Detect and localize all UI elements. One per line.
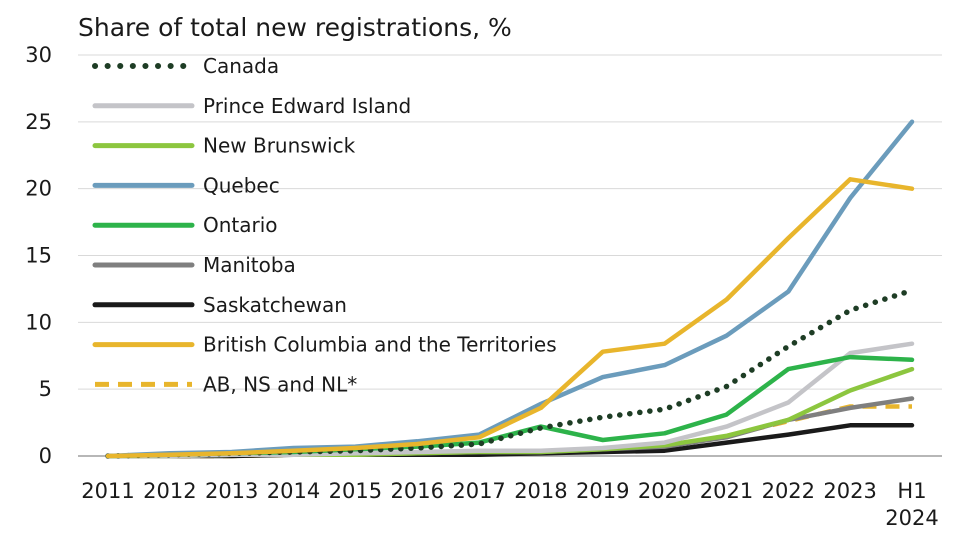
legend-label: Quebec [203, 173, 280, 197]
x-tick-label: 2016 [391, 479, 444, 503]
legend-label: Manitoba [203, 253, 296, 277]
legend-label: AB, NS and NL* [203, 372, 357, 396]
x-tick-label: 2023 [823, 479, 876, 503]
gridlines [78, 54, 942, 390]
x-tick-label: H1 2024 [885, 479, 938, 530]
x-tick-label: 2017 [452, 479, 505, 503]
x-tick-label: 2011 [81, 479, 134, 503]
x-tick-label: 2021 [700, 479, 753, 503]
series-line-prince-edward-island [105, 341, 915, 459]
x-tick-label: 2015 [329, 479, 382, 503]
y-tick-label: 0 [39, 444, 52, 468]
y-tick-label: 20 [25, 177, 52, 201]
x-tick-label: 2020 [638, 479, 691, 503]
series-lines [105, 119, 915, 459]
y-tick-label: 5 [39, 377, 52, 401]
chart-title: Share of total new registrations, % [78, 13, 512, 42]
y-tick-label: 10 [25, 310, 52, 334]
legend-label: Ontario [203, 213, 278, 237]
series-line-manitoba [105, 396, 915, 459]
series-line-british-columbia-and-the-territories [105, 177, 915, 459]
y-axis: 0 5 10 15 20 25 30 [25, 43, 52, 468]
x-tick-label: 2022 [762, 479, 815, 503]
legend-label: Saskatchewan [203, 293, 347, 317]
x-tick-label: 2013 [205, 479, 258, 503]
x-tick-label: 2019 [576, 479, 629, 503]
x-tick-label: 2018 [514, 479, 567, 503]
y-tick-label: 15 [25, 244, 52, 268]
y-tick-label: 25 [25, 110, 52, 134]
legend: Canada Prince Edward Island New Brunswick Q… [92, 54, 557, 396]
legend-label: Prince Edward Island [203, 94, 411, 118]
series-line-quebec [105, 119, 915, 459]
legend-label: British Columbia and the Territories [203, 333, 557, 357]
x-tick-label: 2012 [143, 479, 196, 503]
x-axis: 2011 2012 2013 2014 2015 2016 2017 2018 2019 2020… [78, 455, 942, 530]
legend-label: Canada [203, 54, 279, 78]
legend-label: New Brunswick [203, 134, 356, 158]
x-tick-label: 2014 [267, 479, 320, 503]
y-tick-label: 30 [25, 43, 52, 67]
